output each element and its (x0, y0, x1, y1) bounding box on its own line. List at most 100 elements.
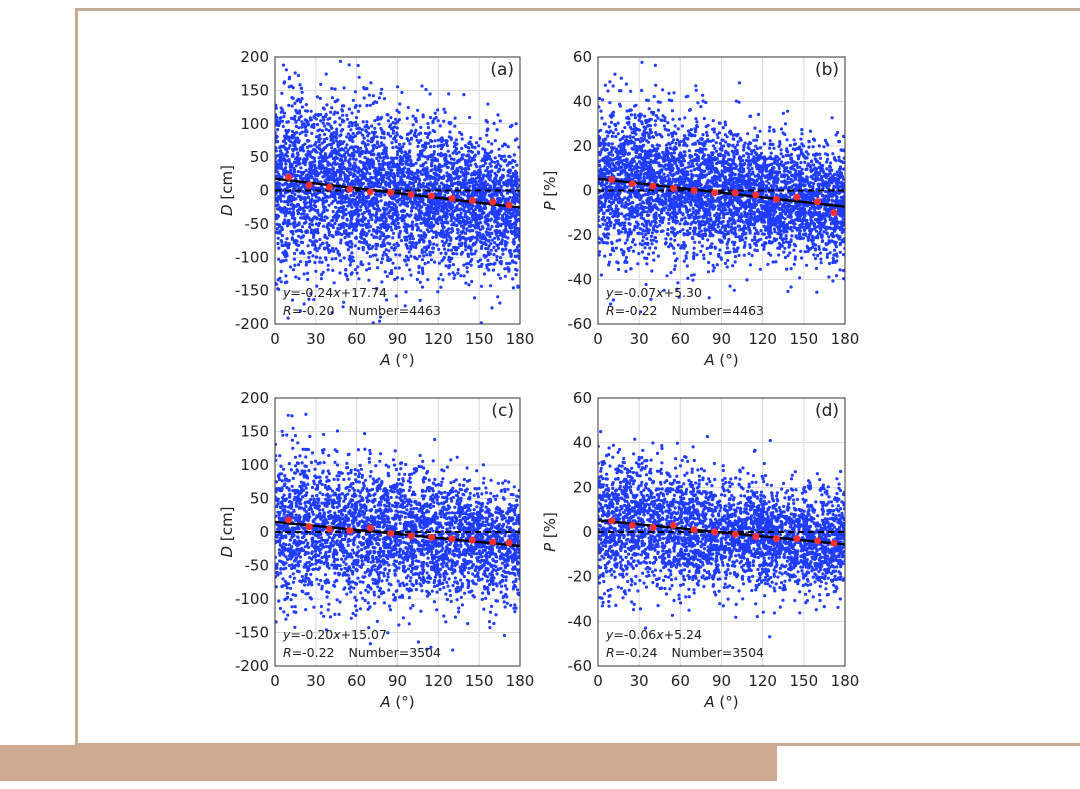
scatter-point (409, 209, 414, 213)
scatter-point (354, 116, 359, 120)
scatter-point (292, 143, 296, 148)
scatter-point (383, 270, 387, 274)
scatter-point (325, 103, 329, 107)
scatter-point (380, 143, 384, 147)
scatter-point (276, 140, 280, 144)
scatter-point (443, 153, 447, 157)
scatter-point (806, 152, 810, 156)
scatter-point (304, 168, 308, 172)
scatter-point (386, 131, 390, 135)
scatter-point (372, 147, 376, 151)
scatter-point (463, 167, 467, 171)
scatter-point (295, 99, 299, 103)
scatter-point (293, 221, 297, 225)
scatter-point (308, 167, 312, 171)
scatter-point (336, 209, 340, 213)
scatter-point (420, 84, 424, 88)
scatter-point (429, 169, 433, 173)
scatter-point (298, 148, 302, 152)
scatter-point (403, 238, 408, 242)
scatter-point (444, 217, 448, 221)
y-axis-unit: [cm] (218, 165, 236, 204)
scatter-point (411, 237, 415, 241)
scatter-point (338, 123, 342, 127)
scatter-point (338, 142, 342, 147)
scatter-point (334, 218, 339, 223)
scatter-point (312, 233, 316, 237)
scatter-point (420, 234, 424, 238)
scatter-point (428, 92, 432, 96)
scatter-point (482, 181, 487, 185)
scatter-point (432, 242, 436, 246)
scatter-point (296, 170, 300, 174)
scatter-point (363, 172, 367, 176)
scatter-point (375, 235, 379, 239)
scatter-point (290, 191, 294, 195)
scatter-point (289, 162, 293, 166)
scatter-point (328, 177, 333, 182)
scatter-point (453, 143, 457, 147)
scatter-point (494, 224, 498, 228)
scatter-point (428, 250, 432, 254)
scatter-point (406, 256, 410, 260)
scatter-point (468, 115, 472, 120)
scatter-point (333, 87, 337, 91)
scatter-point (483, 206, 487, 210)
scatter-point (327, 129, 331, 133)
scatter-point (297, 276, 301, 281)
scatter-point (494, 249, 498, 253)
scatter-point (453, 149, 457, 153)
scatter-point (291, 86, 295, 90)
scatter-point (335, 49, 338, 52)
scatter-point (347, 226, 351, 230)
scatter-point (475, 230, 479, 234)
scatter-point (481, 236, 486, 240)
scatter-point (460, 231, 464, 235)
scatter-point (322, 118, 326, 122)
scatter-point (284, 274, 288, 278)
scatter-point (320, 129, 325, 133)
scatter-point (385, 162, 389, 166)
scatter-point (350, 245, 354, 249)
scatter-point (475, 197, 479, 201)
scatter-point (456, 268, 460, 272)
scatter-point (368, 162, 372, 166)
scatter-point (347, 63, 351, 67)
scatter-point (486, 246, 490, 251)
scatter-point (296, 151, 300, 155)
scatter-point (360, 128, 364, 132)
scatter-point (392, 172, 396, 176)
scatter-point (447, 92, 451, 96)
scatter-point (316, 211, 320, 215)
scatter-point (373, 202, 377, 206)
scatter-point (343, 197, 347, 201)
scatter-point (465, 201, 469, 205)
scatter-point (497, 154, 502, 158)
scatter-point (319, 153, 323, 158)
scatter-point (608, 212, 613, 216)
scatter-point (275, 183, 278, 187)
scatter-point (466, 254, 470, 258)
scatter-point (436, 159, 440, 163)
scatter-point (430, 139, 434, 143)
scatter-point (328, 223, 332, 227)
scatter-point (315, 145, 319, 149)
scatter-point (486, 258, 490, 262)
scatter-point (490, 225, 494, 229)
scatter-point (458, 243, 462, 248)
scatter-point (464, 178, 468, 182)
scatter-point (371, 138, 375, 142)
scatter-point (367, 278, 371, 282)
binned-mean-point (346, 185, 354, 193)
scatter-point (398, 142, 402, 146)
scatter-point (418, 150, 422, 154)
scatter-point (467, 158, 471, 162)
scatter-point (398, 197, 402, 201)
scatter-point (502, 229, 506, 233)
scatter-point (377, 172, 381, 176)
scatter-point (453, 116, 457, 120)
scatter-point (394, 139, 398, 143)
scatter-point (298, 162, 302, 166)
scatter-point (330, 246, 335, 250)
scatter-point (452, 221, 456, 225)
